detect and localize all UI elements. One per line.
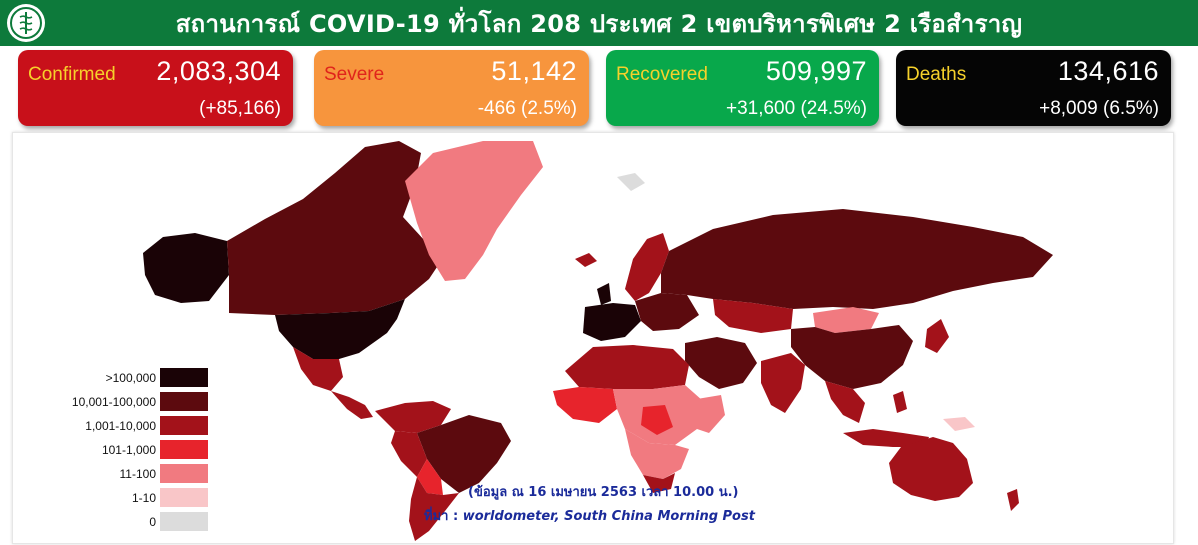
source-credit-prefix: ที่มา : bbox=[424, 509, 463, 524]
map-region-south-africa bbox=[643, 473, 675, 493]
legend-row: 11-100 bbox=[28, 464, 208, 486]
confirmed-card: Confirmed 2,083,304 (+85,166) bbox=[18, 50, 293, 126]
map-region-philippines bbox=[893, 391, 907, 413]
map-region-indonesia bbox=[843, 429, 929, 447]
legend-row: 0 bbox=[28, 512, 208, 534]
map-region-svalbard bbox=[617, 173, 645, 191]
map-region-eastern-europe bbox=[635, 293, 699, 331]
deaths-delta: +8,009 (6.5%) bbox=[1039, 98, 1159, 119]
map-region-west-africa bbox=[553, 387, 617, 423]
legend-row: 1-10 bbox=[28, 488, 208, 510]
legend-label: 1-10 bbox=[131, 491, 156, 505]
map-region-scandinavia bbox=[625, 233, 669, 301]
legend-label: >100,000 bbox=[105, 371, 156, 385]
map-region-uk bbox=[597, 283, 611, 305]
map-region-chile-argentina bbox=[409, 477, 459, 541]
map-region-china bbox=[791, 325, 913, 389]
confirmed-value: 2,083,304 bbox=[156, 56, 281, 86]
map-region-russia bbox=[661, 209, 1053, 309]
map-region-mexico bbox=[293, 347, 343, 391]
severe-label: Severe bbox=[324, 64, 385, 85]
map-region-western-europe bbox=[583, 303, 641, 341]
map-region-east-africa bbox=[697, 395, 725, 433]
map-region-middle-east bbox=[685, 337, 757, 389]
deaths-value: 134,616 bbox=[1057, 56, 1159, 86]
recovered-value: 509,997 bbox=[765, 56, 867, 86]
header-bar: สถานการณ์ COVID-19 ทั่วโลก 208 ประเทศ 2 … bbox=[0, 0, 1198, 46]
deaths-card: Deaths 134,616 +8,009 (6.5%) bbox=[896, 50, 1171, 126]
map-region-north-africa bbox=[565, 345, 689, 389]
map-region-bolivia-paraguay bbox=[417, 459, 443, 495]
confirmed-delta: (+85,166) bbox=[199, 98, 281, 119]
page-title: สถานการณ์ COVID-19 ทั่วโลก 208 ประเทศ 2 … bbox=[175, 9, 1023, 38]
recovered-label: Recovered bbox=[616, 64, 708, 85]
map-region-drc bbox=[641, 405, 673, 435]
legend-swatch bbox=[160, 464, 208, 483]
source-credit-text: worldometer, South China Morning Post bbox=[462, 509, 755, 524]
map-region-peru-ecuador bbox=[391, 431, 427, 477]
source-credit: ที่มา : worldometer, South China Morning… bbox=[424, 505, 755, 526]
legend-swatch bbox=[160, 488, 208, 507]
map-region-usa bbox=[275, 299, 405, 359]
map-region-mongolia bbox=[813, 307, 879, 333]
legend-swatch bbox=[160, 512, 208, 531]
map-region-southern-africa bbox=[625, 429, 689, 479]
stat-cards: Confirmed 2,083,304 (+85,166) Severe 51,… bbox=[0, 50, 1198, 130]
legend-row: 1,001-10,000 bbox=[28, 416, 208, 438]
legend-label: 101-1,000 bbox=[101, 443, 156, 457]
map-region-alaska bbox=[143, 233, 229, 303]
legend-swatch bbox=[160, 368, 208, 387]
severe-delta: -466 (2.5%) bbox=[477, 98, 577, 119]
legend-label: 1,001-10,000 bbox=[85, 419, 156, 433]
legend-swatch bbox=[160, 392, 208, 411]
map-region-japan-korea bbox=[925, 319, 949, 353]
severe-value: 51,142 bbox=[491, 56, 577, 86]
world-choropleth-map bbox=[143, 141, 1053, 541]
deaths-label: Deaths bbox=[906, 64, 967, 85]
data-date-note: (ข้อมูล ณ 16 เมษายน 2563 เวลา 10.00 น.) bbox=[468, 485, 739, 500]
map-region-iceland bbox=[575, 253, 597, 267]
recovered-card: Recovered 509,997 +31,600 (24.5%) bbox=[606, 50, 879, 126]
legend-label: 10,001-100,000 bbox=[71, 395, 156, 409]
confirmed-label: Confirmed bbox=[28, 64, 116, 85]
map-region-australia bbox=[889, 437, 973, 501]
map-region-brazil bbox=[417, 415, 511, 493]
ministry-of-public-health-emblem-icon bbox=[7, 4, 45, 42]
severe-card: Severe 51,142 -466 (2.5%) bbox=[314, 50, 589, 126]
map-region-southeast-asia bbox=[825, 381, 865, 423]
legend-label: 11-100 bbox=[119, 467, 156, 481]
legend-row: >100,000 bbox=[28, 368, 208, 390]
legend-swatch bbox=[160, 440, 208, 459]
legend-row: 10,001-100,000 bbox=[28, 392, 208, 414]
map-region-greenland bbox=[405, 141, 543, 281]
map-region-india bbox=[761, 353, 805, 413]
map-region-colombia-venezuela bbox=[375, 401, 451, 433]
legend-row: 101-1,000 bbox=[28, 440, 208, 462]
map-region-papua bbox=[943, 417, 975, 431]
legend-label: 0 bbox=[149, 515, 156, 529]
recovered-delta: +31,600 (24.5%) bbox=[725, 98, 867, 119]
map-region-new-zealand bbox=[1007, 489, 1019, 511]
legend-swatch bbox=[160, 416, 208, 435]
map-region-canada bbox=[227, 141, 441, 315]
map-region-kazakhstan bbox=[713, 299, 793, 333]
map-region-central-america bbox=[331, 391, 373, 419]
